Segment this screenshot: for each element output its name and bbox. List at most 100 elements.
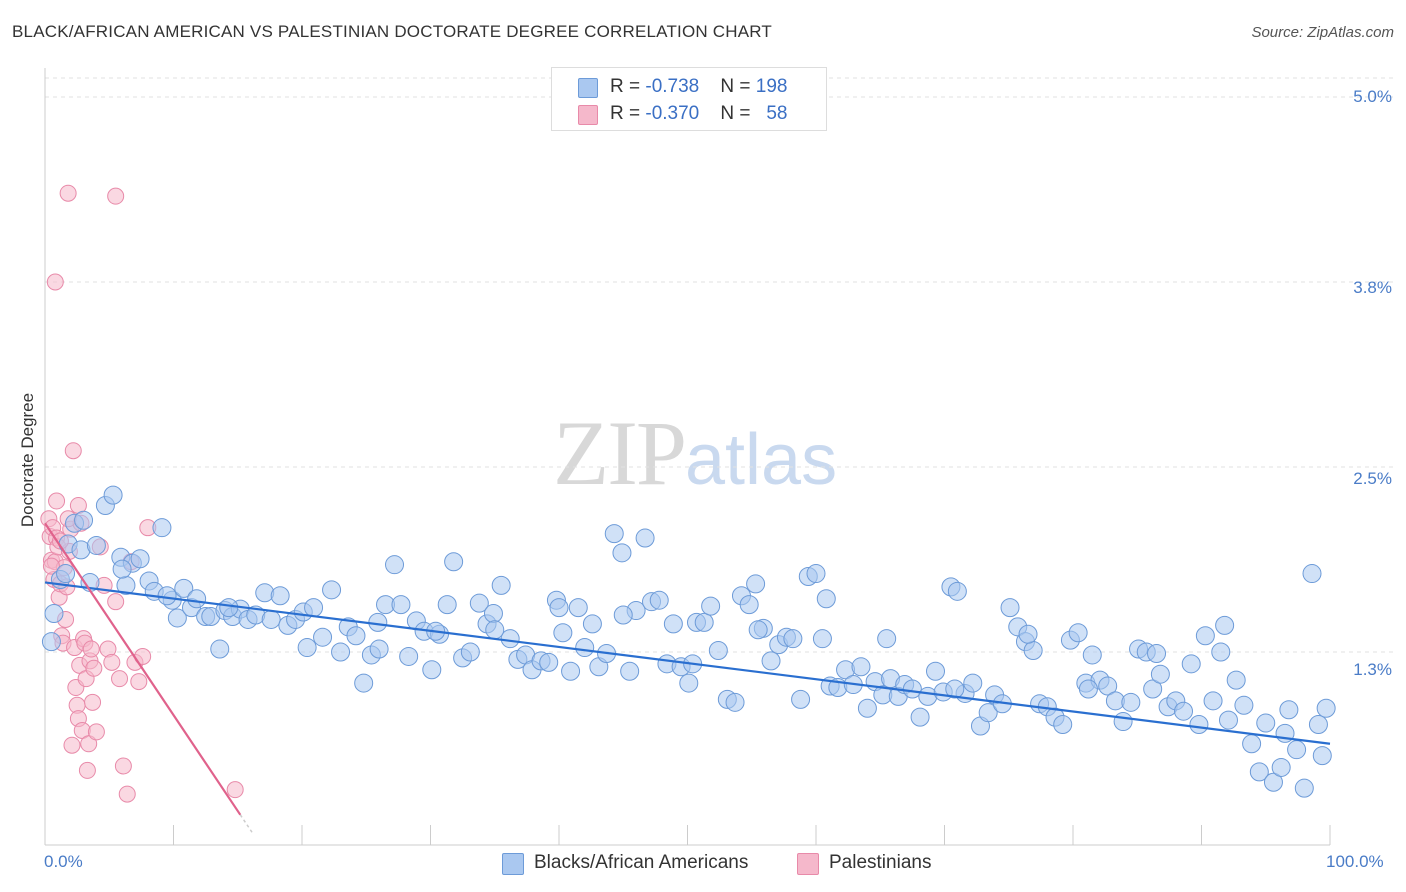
blacks-african-americans-point	[877, 629, 897, 649]
blacks-african-americans-point	[963, 673, 983, 693]
blacks-african-americans-point	[261, 609, 281, 629]
axes	[44, 68, 1331, 846]
blacks-african-americans-point	[1211, 642, 1231, 662]
blacks-african-americans-point	[1023, 641, 1043, 661]
blacks-african-americans-point	[1249, 762, 1269, 782]
blacks-african-americans-point	[86, 535, 106, 555]
palestinians-point	[118, 785, 136, 803]
blacks-african-americans-point	[1174, 701, 1194, 721]
blacks-african-americans-point	[663, 614, 683, 634]
legend-swatch-pink	[797, 853, 819, 875]
stats-legend: R = -0.738 N = 198 R = -0.370 N = 58	[551, 67, 827, 131]
blacks-african-americans-point	[422, 660, 442, 680]
blacks-african-americans-point	[620, 661, 640, 681]
y-axis-label: Doctorate Degree	[18, 392, 37, 528]
y-tick-label: 5.0%	[1353, 87, 1392, 106]
blacks-african-americans-point	[483, 604, 503, 624]
palestinians-point	[46, 273, 64, 291]
blacks-african-americans-point	[1121, 692, 1141, 712]
blacks-african-americans-point	[1082, 645, 1102, 665]
blacks-african-americans-point	[978, 703, 998, 723]
palestinians-point	[84, 693, 102, 711]
blacks-african-americans-point	[1078, 679, 1098, 699]
blacks-african-americans-point	[44, 604, 64, 624]
blacks-african-americans-point	[219, 598, 239, 618]
palestinians-point	[107, 187, 125, 205]
blacks-african-americans-point	[1263, 772, 1283, 792]
blacks-african-americans-point	[112, 559, 132, 579]
blacks-african-americans-point	[1113, 712, 1133, 732]
blacks-african-americans-point	[902, 679, 922, 699]
palestinians-point	[48, 492, 66, 510]
blacks-african-americans-point	[945, 679, 965, 699]
blacks-african-americans-point	[1181, 654, 1201, 674]
blacks-african-americans-point	[635, 528, 655, 548]
blacks-african-americans-point	[74, 510, 94, 530]
blacks-african-americans-point	[613, 605, 633, 625]
blacks-african-americans-point	[385, 555, 405, 575]
blacks-african-americans-point	[304, 598, 324, 618]
blacks-african-americans-point	[739, 595, 759, 615]
blacks-african-americans-point	[725, 692, 745, 712]
blacks-african-americans-point	[612, 543, 632, 563]
blacks-african-americans-point	[857, 698, 877, 718]
palestinians-trend-extension	[239, 814, 254, 835]
r-label: R =	[610, 76, 646, 97]
blacks-trend-line	[44, 581, 1331, 745]
blacks-african-americans-point	[399, 646, 419, 666]
blacks-african-americans-point	[369, 639, 389, 659]
blacks-african-americans-point	[783, 629, 803, 649]
palestinians-point	[111, 670, 129, 688]
blacks-african-americans-point	[708, 641, 728, 661]
palestinians-point	[63, 736, 81, 754]
blacks-african-americans-point	[582, 614, 602, 634]
y-tick-label: 1.3%	[1353, 660, 1392, 679]
n-value: 58	[766, 103, 788, 124]
blacks-african-americans-point	[1000, 598, 1020, 618]
blacks-african-americans-point	[679, 673, 699, 693]
blacks-african-americans-point	[816, 589, 836, 609]
blacks-african-americans-point	[1215, 615, 1235, 635]
palestinians-point	[103, 653, 121, 671]
blacks-african-americans-point	[1147, 643, 1167, 663]
n-label: N =	[720, 76, 756, 97]
x-tick-label: 100.0%	[1326, 852, 1384, 871]
blacks-african-americans-point	[1226, 670, 1246, 690]
blacks-african-americans-point	[568, 598, 588, 618]
blacks-african-americans-point	[549, 598, 569, 618]
blacks-african-americans-point	[604, 524, 624, 544]
palestinians-points	[40, 184, 244, 803]
blacks-african-americans-point	[270, 586, 290, 606]
blacks-african-americans-point	[539, 652, 559, 672]
blacks-african-americans-point	[748, 620, 768, 640]
palestinians-point	[64, 442, 82, 460]
blacks-african-americans-point	[806, 564, 826, 584]
palestinians-point	[130, 673, 148, 691]
blacks-african-americans-point	[1018, 624, 1038, 644]
legend-swatch-blue	[578, 78, 598, 98]
trend-lines	[44, 522, 1331, 835]
blacks-african-americans-point	[812, 629, 832, 649]
blacks-african-americans-point	[791, 689, 811, 709]
blacks-african-americans-point	[1203, 691, 1223, 711]
blacks-african-americans-point	[1271, 757, 1291, 777]
blacks-african-americans-point	[391, 595, 411, 615]
blacks-african-americans-point	[1302, 564, 1322, 584]
watermark-zip: ZIP	[553, 402, 687, 504]
blacks-african-americans-point	[1256, 713, 1276, 733]
blacks-african-americans-point	[553, 623, 573, 643]
legend-label-palestinians: Palestinians	[829, 852, 932, 873]
palestinians-point	[87, 723, 105, 741]
blacks-african-americans-point	[1287, 740, 1307, 760]
blacks-african-americans-point	[926, 661, 946, 681]
blacks-african-americans-point	[187, 589, 207, 609]
palestinians-point	[114, 757, 132, 775]
blacks-african-americans-point	[1242, 734, 1262, 754]
palestinians-point	[226, 781, 244, 799]
blacks-african-americans-point	[694, 612, 714, 632]
blacks-african-americans-point	[346, 626, 366, 646]
y-tick-label: 2.5%	[1353, 469, 1392, 488]
blacks-african-americans-point	[174, 578, 194, 598]
blacks-african-americans-point	[152, 518, 172, 538]
